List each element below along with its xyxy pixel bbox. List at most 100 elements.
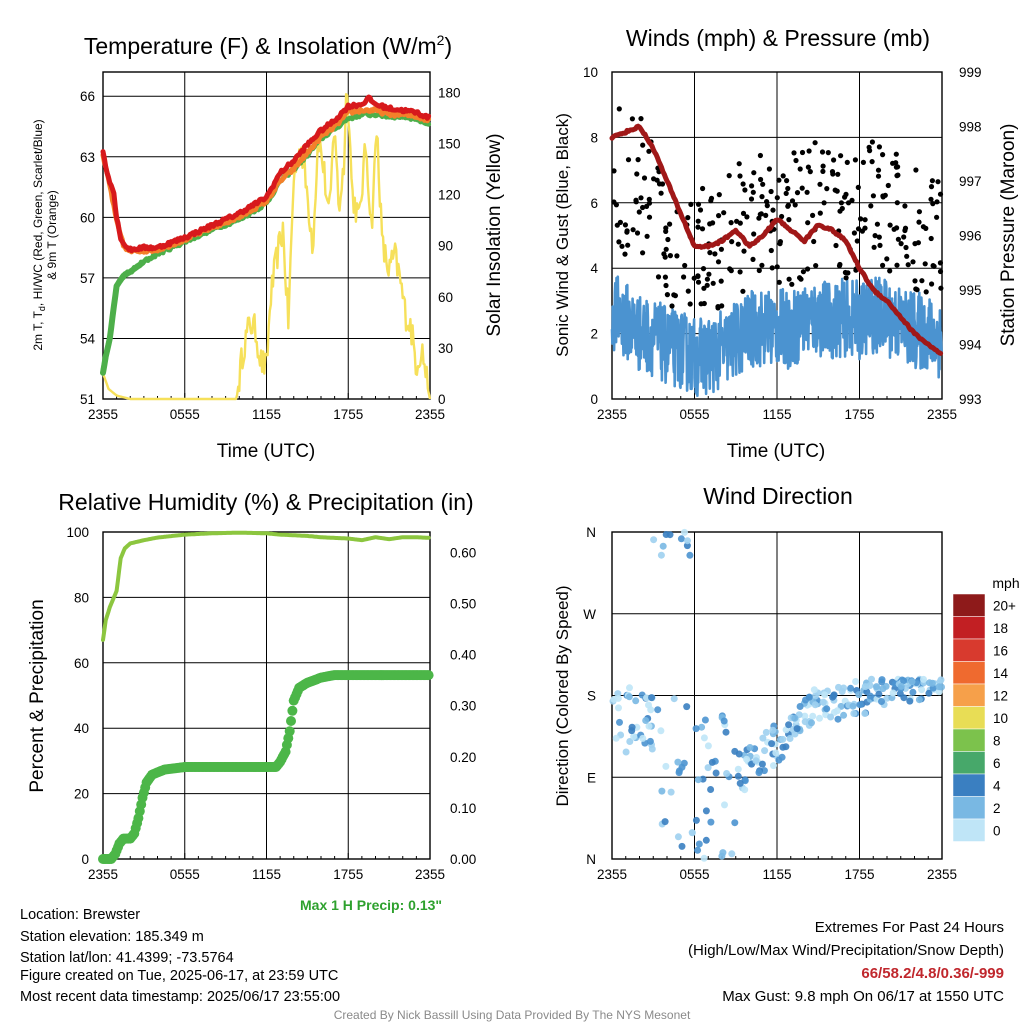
wind-direction-point	[678, 763, 686, 771]
wind-gust-point	[616, 239, 622, 245]
wind-gust-point	[758, 176, 764, 183]
wind-gust-point	[913, 167, 919, 173]
wind-gust-point	[695, 273, 701, 279]
dir-panel-title: Wind Direction	[703, 483, 853, 509]
wind-gust-point	[804, 189, 810, 195]
wind-direction-point	[833, 707, 841, 715]
colorbar-label: 4	[993, 778, 1001, 793]
wind-gust-point	[893, 151, 899, 157]
wind-direction-point	[758, 760, 766, 768]
wind-direction-point	[915, 696, 923, 704]
wind-gust-point	[854, 238, 860, 244]
wind-direction-point	[694, 776, 702, 784]
wind-direction-point	[700, 854, 708, 862]
wind-direction-point	[849, 702, 857, 710]
wind-gust-point	[810, 212, 816, 218]
wind-gust-point	[656, 181, 663, 187]
wind-gust-point	[611, 168, 617, 174]
wind-gust-point	[824, 186, 830, 192]
wind-gust-point	[876, 144, 883, 150]
colorbar-swatch	[952, 796, 986, 820]
wind-gust-point	[630, 227, 636, 233]
wind-direction-point	[678, 842, 686, 850]
temp-xtick-label: 2355	[415, 407, 445, 422]
wind-gust-point	[887, 268, 893, 274]
wind-direction-point	[861, 683, 869, 691]
temp-xtick-label: 1155	[252, 407, 281, 422]
info-created: Figure created on Tue, 2025-06-17, at 23…	[20, 968, 339, 984]
temp-y-axis-label-line2: & 9m T (Orange)	[45, 190, 59, 280]
colorbar-label: 14	[993, 666, 1009, 681]
wind-y2tick-label: 995	[959, 283, 982, 298]
wind-gust-point	[715, 259, 722, 265]
wind-gust-point	[741, 248, 747, 254]
rh-y2tick-label: 0.30	[450, 699, 476, 714]
wind-gust-point	[845, 270, 851, 276]
wind-gust-point	[619, 243, 625, 249]
wind-gust-point	[651, 176, 657, 182]
wind-direction-point	[625, 693, 633, 701]
wind-direction-point	[791, 714, 799, 722]
wind-direction-point	[626, 738, 634, 745]
wind-gust-point	[658, 190, 664, 196]
wind-gust-point	[838, 153, 844, 159]
wind-gust-point	[868, 203, 874, 209]
wind-gust-point	[710, 280, 716, 286]
wind-gust-point	[640, 250, 646, 256]
wind-gust-point	[625, 157, 632, 163]
t2m-temperature-line	[100, 94, 432, 254]
wind-gust-point	[937, 191, 944, 197]
wind-gust-point	[768, 247, 774, 254]
wind-gust-point	[695, 224, 701, 230]
wind-ytick-label: 8	[590, 130, 598, 145]
colorbar-swatch	[952, 818, 986, 842]
dir-ytick-label: N	[586, 525, 596, 540]
wind-ytick-label: 0	[590, 392, 598, 407]
wind-gust-point	[662, 274, 669, 280]
wind-direction-point	[692, 725, 700, 733]
wind-gust-point	[719, 303, 725, 309]
wind-gust-point	[895, 164, 901, 170]
wind-direction-point	[856, 701, 864, 709]
wind-direction-point	[861, 710, 869, 717]
wind-gust-point	[862, 217, 868, 223]
wind-direction-point	[759, 734, 767, 742]
wind-direction-point	[909, 688, 917, 696]
colorbar-swatch	[952, 593, 986, 617]
wind-gust-point	[820, 163, 826, 169]
wind-gust-point	[829, 169, 836, 175]
info-elevation: Station elevation: 185.349 m	[20, 929, 204, 945]
wind-gust-point	[638, 116, 644, 122]
temp-y2tick-label: 90	[438, 239, 453, 254]
wind-gust-point	[884, 256, 890, 262]
wind-gust-point	[929, 178, 936, 184]
wind-gust-point	[880, 152, 886, 158]
wind-gust-point	[750, 256, 756, 262]
wind-gust-point	[805, 220, 811, 226]
precipitation-point	[284, 726, 295, 737]
colorbar-label: 2	[993, 801, 1001, 816]
wind-direction-point	[683, 703, 691, 711]
wind-direction-point	[827, 713, 835, 721]
sonic-wind-line	[610, 275, 943, 397]
wind-x-axis-label: Time (UTC)	[727, 441, 826, 462]
wind-direction-point	[866, 692, 874, 700]
hiwc-temperature-line	[100, 110, 432, 374]
wind-gust-point	[742, 187, 748, 193]
relative-humidity-line	[101, 530, 431, 642]
wind-gust-point	[895, 236, 902, 242]
wind-gust-point	[640, 204, 646, 211]
wind-xtick-label: 1755	[844, 407, 874, 422]
wind-gust-point	[729, 239, 735, 245]
rh-ytick-label: 80	[74, 590, 89, 605]
rh-y2tick-label: 0.60	[450, 545, 476, 560]
wind-gust-point	[869, 139, 876, 145]
wind-direction-point	[674, 833, 682, 841]
wind-direction-point	[657, 727, 665, 735]
wind-gust-point	[664, 292, 671, 298]
wind-direction-point	[810, 686, 818, 694]
wind-gust-point	[685, 215, 691, 221]
wind-gust-point	[922, 261, 928, 267]
wind-gust-point	[774, 264, 780, 270]
